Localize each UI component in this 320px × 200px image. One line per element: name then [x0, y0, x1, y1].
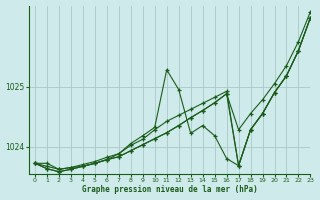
X-axis label: Graphe pression niveau de la mer (hPa): Graphe pression niveau de la mer (hPa) — [82, 185, 258, 194]
